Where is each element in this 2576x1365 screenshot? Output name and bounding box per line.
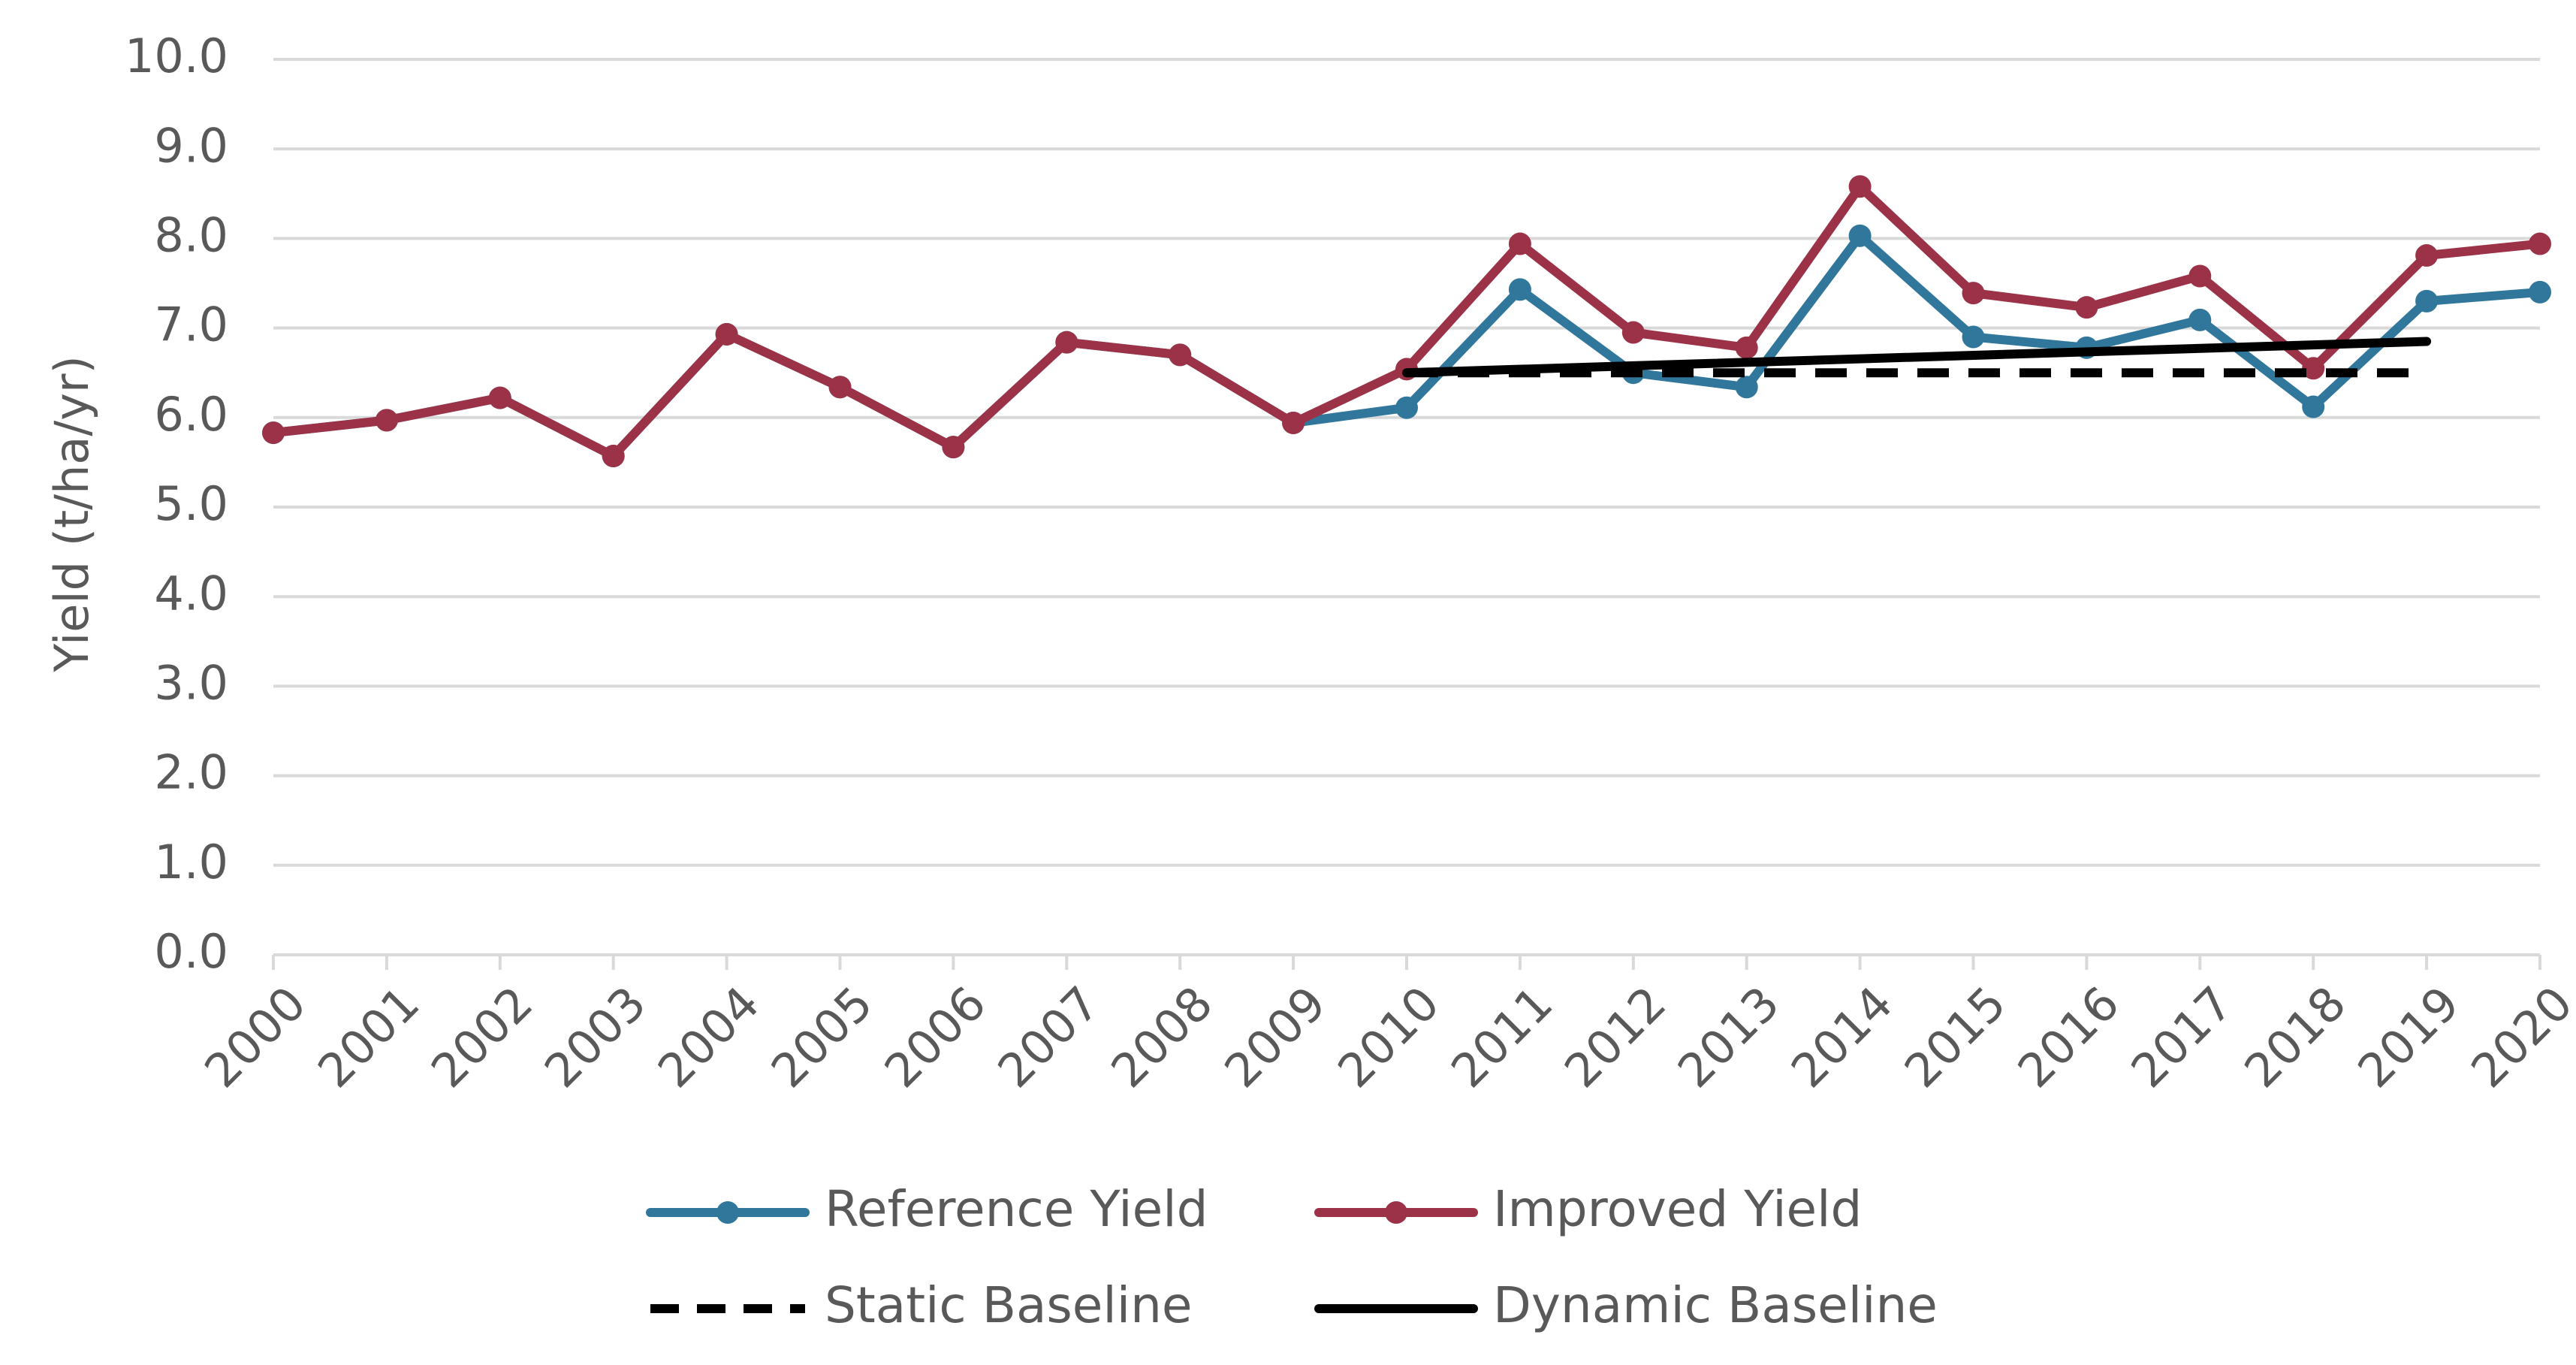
- x-tick-label: 2017: [2121, 976, 2243, 1098]
- reference-yield-point: [2415, 289, 2439, 313]
- x-tick-label: 2006: [874, 976, 997, 1098]
- x-tick-label: 2001: [307, 976, 430, 1098]
- y-tick-label: 3.0: [154, 655, 228, 710]
- y-tick-label: 7.0: [154, 297, 228, 352]
- improved-yield-point: [1055, 331, 1078, 354]
- improved-yield-point: [2529, 232, 2551, 255]
- improved-yield-point: [602, 445, 625, 468]
- y-tick-label: 1.0: [154, 835, 228, 889]
- x-tick-label: 2020: [2460, 976, 2576, 1098]
- reference-yield-point: [1395, 396, 1418, 419]
- improved-yield-point: [2415, 244, 2439, 267]
- improved-yield-point: [1621, 321, 1645, 344]
- y-axis-title: Yield (t/ha/yr): [44, 355, 99, 672]
- y-tick-label: 10.0: [125, 29, 228, 83]
- reference-yield-point: [1508, 278, 1531, 301]
- x-tick-label: 2005: [761, 976, 883, 1098]
- legend: Reference Yield Improved Yield Static Base…: [646, 1180, 1938, 1334]
- series-dynamic: [1402, 337, 2432, 378]
- legend-item-reference: Reference Yield: [646, 1180, 1208, 1238]
- x-tick-label: 2013: [1667, 976, 1790, 1098]
- legend-label: Improved Yield: [1493, 1180, 1862, 1238]
- reference-yield-point: [2188, 308, 2212, 331]
- y-tick-label: 8.0: [154, 207, 228, 262]
- x-axis: [272, 953, 2541, 970]
- legend-label: Static Baseline: [825, 1276, 1193, 1334]
- improved-yield-point: [488, 386, 511, 409]
- x-tick-label: 2000: [194, 976, 316, 1098]
- improved-yield-point: [828, 376, 852, 399]
- y-tick-label: 5.0: [154, 476, 228, 531]
- improved-yield-point: [2188, 264, 2212, 288]
- legend-label: Dynamic Baseline: [1493, 1276, 1938, 1334]
- x-tick-label: 2004: [647, 976, 770, 1098]
- legend-label: Reference Yield: [825, 1180, 1208, 1238]
- legend-marker: [1385, 1201, 1407, 1224]
- reference-yield-point: [1962, 325, 1985, 349]
- reference-yield-point: [1848, 224, 1872, 247]
- improved-yield-point: [262, 421, 285, 445]
- improved-yield-point: [1848, 175, 1872, 198]
- y-tick-label: 6.0: [154, 387, 228, 442]
- improved-yield-point: [715, 322, 738, 346]
- x-axis-tick-labels: 2000200120022003200420052006200720082009…: [194, 976, 2576, 1098]
- improved-yield-point: [375, 409, 398, 432]
- legend-item-static: Static Baseline: [650, 1276, 1193, 1334]
- x-tick-label: 2014: [1781, 976, 1903, 1098]
- x-tick-label: 2009: [1214, 976, 1336, 1098]
- x-tick-label: 2019: [2347, 976, 2469, 1098]
- y-tick-label: 2.0: [154, 745, 228, 800]
- y-tick-label: 0.0: [154, 924, 228, 979]
- improved-yield-point: [1735, 336, 1758, 359]
- y-axis-tick-labels: 0.0 1.0 2.0 3.0 4.0 5.0 6.0 7.0 8.0 9.0 10.0: [125, 29, 228, 979]
- x-tick-label: 2003: [534, 976, 656, 1098]
- x-tick-label: 2012: [1554, 976, 1676, 1098]
- x-tick-label: 2018: [2234, 976, 2356, 1098]
- data-series: [262, 175, 2551, 468]
- x-tick-label: 2011: [1440, 976, 1563, 1098]
- x-tick-label: 2002: [421, 976, 543, 1098]
- improved-yield-point: [2302, 357, 2325, 380]
- x-tick-label: 2007: [988, 976, 1110, 1098]
- x-tick-label: 2008: [1100, 976, 1223, 1098]
- x-tick-label: 2016: [2007, 976, 2130, 1098]
- improved-yield-point: [1508, 232, 1531, 255]
- reference-yield-point: [2529, 280, 2551, 304]
- y-tick-label: 9.0: [154, 118, 228, 173]
- x-tick-label: 2010: [1327, 976, 1449, 1098]
- improved-yield-point: [942, 436, 965, 459]
- legend-item-dynamic: Dynamic Baseline: [1314, 1276, 1938, 1334]
- improved-yield-point: [1962, 282, 1985, 305]
- x-tick-label: 2015: [1894, 976, 2016, 1098]
- legend-marker: [716, 1201, 739, 1224]
- legend-item-improved: Improved Yield: [1314, 1180, 1862, 1238]
- improved-yield-point: [1169, 343, 1192, 367]
- y-tick-label: 4.0: [154, 566, 228, 621]
- improved-yield-point: [2075, 296, 2098, 319]
- reference-yield-point: [1735, 376, 1758, 399]
- dynamic-baseline-line: [1402, 337, 2432, 378]
- improved-yield-point: [1282, 411, 1305, 434]
- reference-yield-point: [2302, 395, 2325, 418]
